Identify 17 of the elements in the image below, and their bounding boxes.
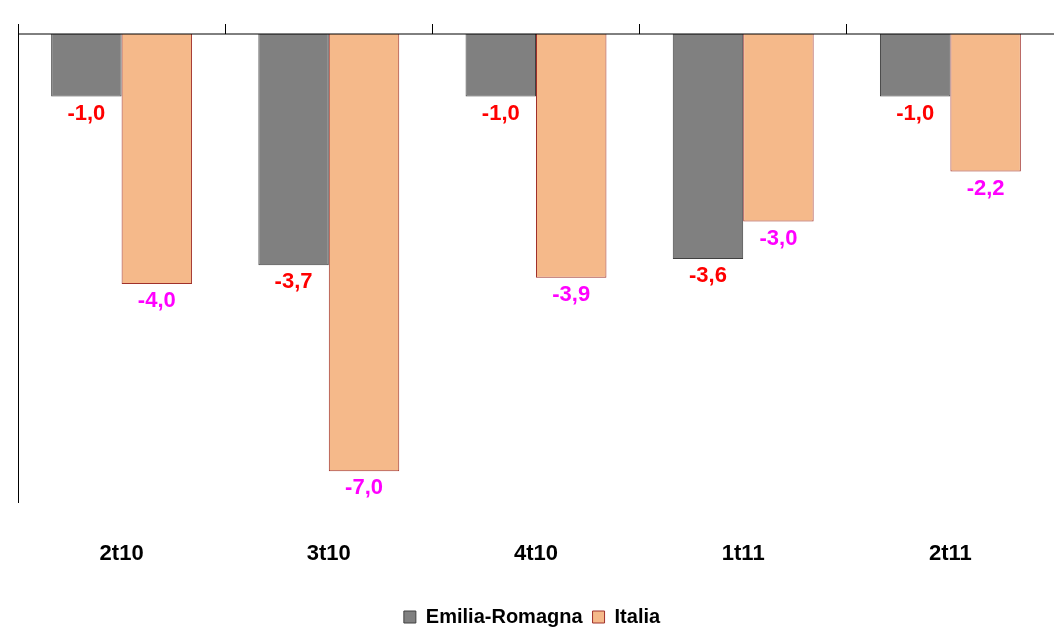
x-tick-label: 4t10 [513,539,559,565]
data-label: -3,7 [274,268,313,294]
legend-label: Emilia-Romagna [425,604,584,627]
legend-label: Italia [614,604,662,627]
data-label: -4,0 [137,286,176,312]
x-tick-label: 2t10 [99,539,144,565]
data-label: -3,0 [759,224,798,250]
data-label: -7,0 [345,474,383,500]
data-label: -3,9 [552,280,591,306]
x-tick-label: 3t10 [306,539,351,565]
data-label: -1,0 [896,99,935,125]
x-tick-label: 2t11 [928,539,972,565]
data-label: -3,6 [689,261,727,287]
data-label: -1,0 [481,99,520,125]
x-tick-label: 1t11 [721,539,765,565]
data-label: -2,2 [966,174,1005,200]
data-label: -1,0 [67,99,106,125]
